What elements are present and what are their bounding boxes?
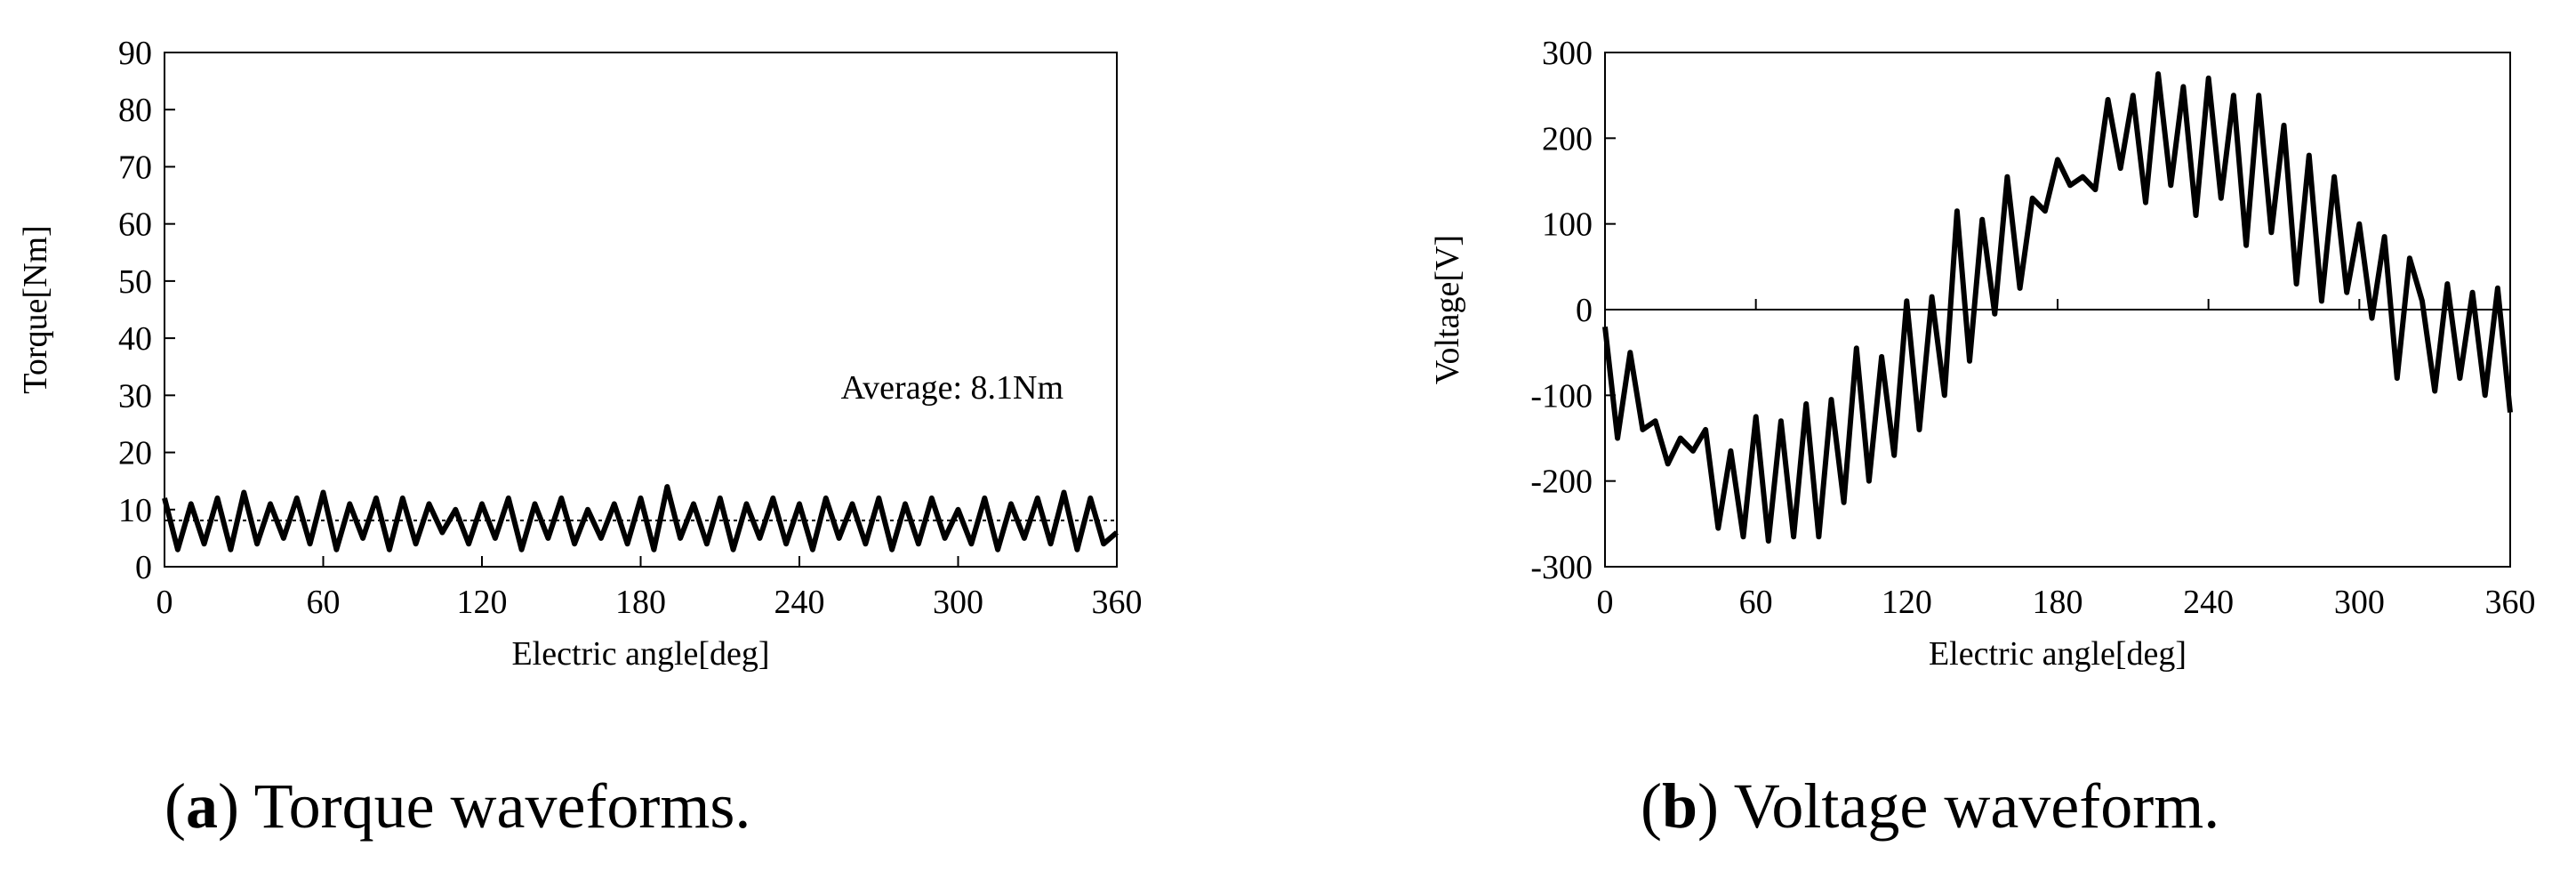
y-tick-label: -200 — [1530, 464, 1593, 501]
y-tick-label: 100 — [1542, 206, 1593, 244]
plot-frame — [164, 52, 1118, 568]
y-tick-label: 90 — [118, 35, 152, 72]
caption-part: ) Torque waveforms. — [218, 770, 750, 842]
data-line — [1602, 71, 2513, 544]
caption-part: a — [186, 770, 218, 842]
annotation: Average: 8.1Nm — [841, 369, 1063, 407]
y-tick-label: -100 — [1530, 377, 1593, 415]
y-tick-label: 200 — [1542, 120, 1593, 157]
x-axis-title: Electric angle[deg] — [511, 635, 769, 673]
x-tick-label: 120 — [1882, 584, 1932, 621]
y-tick-label: 20 — [118, 435, 152, 472]
caption-part: ) Voltage waveform. — [1697, 770, 2219, 842]
y-tick-label: 30 — [118, 377, 152, 415]
y-tick-label: 60 — [118, 206, 152, 244]
y-tick-label: 0 — [1576, 292, 1593, 329]
caption-part: b — [1662, 770, 1697, 842]
x-tick-label: 360 — [1092, 584, 1143, 621]
data-line — [162, 484, 1119, 552]
caption: (a) Torque waveforms. — [165, 770, 750, 842]
y-tick-label: 0 — [135, 549, 152, 586]
x-tick-label: 120 — [457, 584, 508, 621]
y-axis-title: Voltage[V] — [1429, 235, 1466, 384]
caption-part: ( — [1641, 770, 1662, 842]
x-tick-label: 0 — [1597, 584, 1614, 621]
x-tick-label: 240 — [774, 584, 825, 621]
y-tick-label: 300 — [1542, 35, 1593, 72]
x-tick-label: 300 — [2334, 584, 2385, 621]
x-axis-title: Electric angle[deg] — [1929, 635, 2187, 673]
x-tick-label: 60 — [307, 584, 341, 621]
y-tick-label: -300 — [1530, 549, 1593, 586]
x-tick-label: 300 — [933, 584, 983, 621]
x-tick-label: 0 — [156, 584, 173, 621]
y-tick-label: 70 — [118, 149, 152, 186]
x-tick-label: 180 — [615, 584, 666, 621]
x-tick-label: 60 — [1739, 584, 1773, 621]
x-tick-label: 180 — [2033, 584, 2083, 621]
y-tick-label: 10 — [118, 492, 152, 529]
x-tick-label: 360 — [2485, 584, 2536, 621]
y-tick-label: 50 — [118, 263, 152, 301]
y-tick-label: 80 — [118, 92, 152, 129]
caption-part: ( — [165, 770, 186, 842]
x-tick-label: 240 — [2183, 584, 2234, 621]
caption: (b) Voltage waveform. — [1641, 770, 2219, 842]
y-tick-label: 40 — [118, 320, 152, 358]
y-axis-title: Torque[Nm] — [17, 225, 54, 393]
